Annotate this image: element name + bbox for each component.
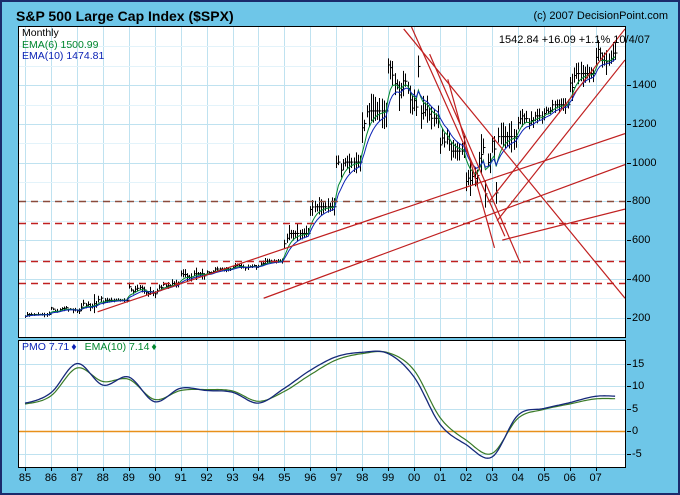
x-tick	[233, 468, 234, 471]
pmo-y-tick	[627, 431, 631, 432]
legend-pmo-value: PMO 7.71	[22, 341, 70, 353]
x-tick-label-91: 91	[174, 472, 187, 484]
x-tick-label-06: 06	[563, 472, 576, 484]
x-tick	[310, 468, 311, 471]
pmo-y-tick-label: 10	[632, 380, 645, 392]
price-y-tick	[627, 279, 631, 280]
pmo-y-tick-label: -5	[632, 447, 642, 460]
x-tick	[544, 468, 545, 471]
x-tick-label-92: 92	[200, 472, 213, 484]
pmo-y-tick	[627, 364, 631, 365]
x-tick-label-85: 85	[18, 472, 32, 484]
pmo-legend: PMO 7.71 ♦ EMA(10) 7.14 ♦	[22, 341, 159, 354]
x-tick-label-96: 96	[304, 472, 317, 484]
x-tick	[336, 468, 337, 471]
pmo-y-tick-label: 0	[632, 425, 639, 437]
x-tick	[207, 468, 208, 471]
pmo-plot	[19, 341, 625, 467]
price-plot	[19, 27, 625, 337]
price-y-tick-label: 200	[632, 311, 651, 324]
x-tick-label-00: 00	[407, 472, 421, 484]
pmo-chart-panel	[18, 340, 626, 468]
x-tick	[518, 468, 519, 471]
price-y-tick	[627, 85, 631, 86]
x-tick	[492, 468, 493, 471]
x-tick-label-87: 87	[70, 472, 83, 484]
price-y-tick	[627, 163, 631, 164]
x-tick	[129, 468, 130, 471]
x-tick-label-88: 88	[96, 472, 109, 484]
x-tick-label-99: 99	[382, 472, 395, 484]
pmo-ema-up-arrow-icon: ♦	[151, 341, 157, 353]
x-tick	[466, 468, 467, 471]
price-y-tick	[627, 201, 631, 202]
legend-pmo-ema: EMA(10) 7.14	[84, 341, 150, 353]
copyright-notice: (c) 2007 DecisionPoint.com	[533, 10, 668, 22]
pmo-y-tick	[627, 454, 631, 455]
x-tick	[25, 468, 26, 471]
x-tick	[155, 468, 156, 471]
x-tick	[596, 468, 597, 471]
x-tick-label-01: 01	[433, 472, 447, 484]
legend-ema6: EMA(6) 1500.99	[22, 38, 99, 51]
price-y-tick-label: 400	[632, 272, 651, 285]
price-y-tick-label: 1200	[632, 117, 657, 130]
quote-line: 1542.84 +16.09 +1.1% 10/4/07	[498, 34, 650, 46]
price-y-tick-label: 1000	[632, 156, 657, 169]
price-y-tick	[627, 240, 631, 241]
price-legend: Monthly EMA(6) 1500.99 EMA(10) 1474.81	[22, 27, 105, 63]
legend-ema10: EMA(10) 1474.81	[22, 50, 105, 62]
price-chart-panel	[18, 26, 626, 338]
price-y-tick	[627, 124, 631, 125]
x-tick	[77, 468, 78, 471]
x-tick-label-95: 95	[278, 472, 291, 484]
price-y-tick	[627, 318, 631, 319]
legend-interval: Monthly	[22, 27, 59, 39]
x-tick-label-94: 94	[252, 472, 265, 484]
pmo-y-tick	[627, 409, 631, 410]
x-tick	[440, 468, 441, 471]
x-tick-label-98: 98	[356, 472, 369, 484]
x-tick-label-03: 03	[485, 472, 499, 484]
price-y-tick-label: 600	[632, 234, 651, 247]
x-tick	[388, 468, 389, 471]
x-tick	[362, 468, 363, 471]
pmo-y-tick-label: 15	[632, 357, 645, 370]
x-tick	[181, 468, 182, 471]
x-tick	[284, 468, 285, 471]
pmo-up-arrow-icon: ♦	[71, 341, 77, 353]
x-tick-label-90: 90	[148, 472, 161, 484]
x-tick	[103, 468, 104, 471]
page-title: S&P 500 Large Cap Index ($SPX)	[16, 8, 234, 24]
x-tick	[414, 468, 415, 471]
price-y-tick-label: 1400	[632, 79, 657, 92]
x-tick-label-04: 04	[511, 472, 524, 484]
x-tick-label-97: 97	[330, 472, 343, 484]
x-tick	[570, 468, 571, 471]
x-tick-label-02: 02	[459, 472, 473, 484]
pmo-y-tick-label: 5	[632, 402, 639, 415]
x-tick-label-86: 86	[44, 472, 58, 484]
x-tick	[258, 468, 259, 471]
x-tick-label-89: 89	[122, 472, 135, 484]
x-tick-label-93: 93	[226, 472, 239, 484]
price-y-tick-label: 800	[632, 195, 651, 208]
pmo-y-tick	[627, 386, 631, 387]
x-tick-label-07: 07	[589, 472, 602, 484]
x-tick-label-05: 05	[537, 472, 550, 484]
x-tick	[51, 468, 52, 471]
